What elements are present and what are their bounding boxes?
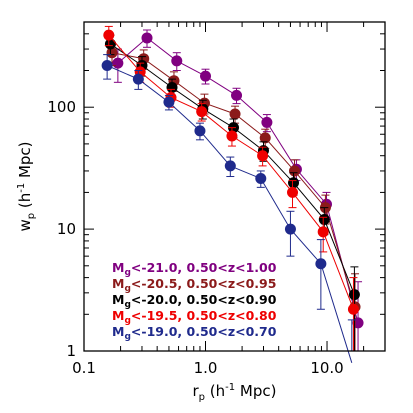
legend-entry: Mg<-20.5, 0.50<z<0.95 [112, 276, 276, 294]
data-point [229, 108, 241, 120]
x-axis-label-rest: (h [205, 382, 225, 400]
series-layer [101, 25, 364, 363]
y-axis-label-base: w [16, 219, 34, 231]
legend-entry-post: <-20.5, 0.50<z<0.95 [131, 276, 277, 291]
ticks-layer: 0.1 1.0 10.0 1 10 100 [47, 21, 386, 377]
data-point [348, 289, 360, 301]
data-point [288, 177, 300, 189]
data-point [284, 223, 296, 235]
data-point [259, 132, 271, 144]
legend-entry-pre: M [112, 324, 124, 339]
data-point [101, 59, 113, 71]
data-point [106, 47, 118, 59]
y-tick-label: 10 [57, 220, 76, 238]
legend-entry: Mg<-19.0, 0.50<z<0.70 [112, 324, 277, 342]
legend-entry-sub: g [124, 332, 130, 342]
x-tick-label: 0.1 [72, 359, 96, 377]
data-point [231, 89, 243, 101]
legend-entry-sub: g [124, 268, 130, 278]
legend-entry-pre: M [112, 292, 124, 307]
legend-entry-sub: g [124, 284, 130, 294]
data-point [318, 213, 330, 225]
data-point [163, 96, 175, 108]
legend-entry-post: <-19.5, 0.50<z<0.80 [131, 308, 277, 323]
series-3 [103, 25, 359, 351]
y-axis-label-end: Mpc) [16, 141, 34, 182]
data-point [317, 226, 329, 238]
y-axis-label-rest: (h [16, 193, 34, 213]
y-axis-label-sup: -1 [16, 183, 27, 193]
data-point [194, 125, 206, 137]
y-axis-label-sub: p [26, 213, 37, 219]
x-axis-label-sub: p [199, 392, 205, 403]
data-point [196, 106, 208, 118]
data-point [287, 186, 299, 198]
data-point [103, 29, 115, 41]
series-4 [101, 54, 356, 363]
data-point [226, 130, 238, 142]
data-point [224, 160, 236, 172]
data-point [132, 73, 144, 85]
plot-frame [83, 21, 386, 352]
data-point [257, 150, 269, 162]
legend-entry-pre: M [112, 260, 124, 275]
data-point [141, 32, 153, 44]
x-axis-label-end: Mpc) [235, 382, 276, 400]
y-tick-label: 1 [66, 342, 76, 360]
data-point [261, 116, 273, 128]
data-point [171, 55, 183, 67]
y-tick-label: 100 [47, 98, 76, 116]
legend-entry: Mg<-19.5, 0.50<z<0.80 [112, 308, 277, 326]
legend-entry-post: <-20.0, 0.50<z<0.90 [131, 292, 277, 307]
x-axis-label-sup: -1 [225, 382, 235, 393]
legend-entry-post: <-21.0, 0.50<z<1.00 [131, 260, 277, 275]
data-point [255, 173, 267, 185]
data-point [347, 303, 359, 315]
data-point [166, 82, 178, 94]
legend-entry-sub: g [124, 300, 130, 310]
data-point [200, 70, 212, 82]
legend-entry: Mg<-20.0, 0.50<z<0.90 [112, 292, 277, 310]
legend-entry-post: <-19.0, 0.50<z<0.70 [131, 324, 277, 339]
data-point [104, 38, 116, 50]
legend-entry-sub: g [124, 316, 130, 326]
x-tick-label: 1.0 [194, 359, 218, 377]
x-tick-label: 10.0 [310, 359, 343, 377]
x-axis-label-base: r [193, 382, 200, 400]
data-point [315, 258, 327, 270]
x-axis-label: rp (h-1 Mpc) [193, 382, 277, 403]
data-point [289, 165, 301, 177]
data-point [112, 57, 124, 69]
legend-entry-pre: M [112, 276, 124, 291]
legend-entry-pre: M [112, 308, 124, 323]
y-axis-label: wp (h-1 Mpc) [16, 141, 37, 231]
legend-entry: Mg<-21.0, 0.50<z<1.00 [112, 260, 277, 278]
